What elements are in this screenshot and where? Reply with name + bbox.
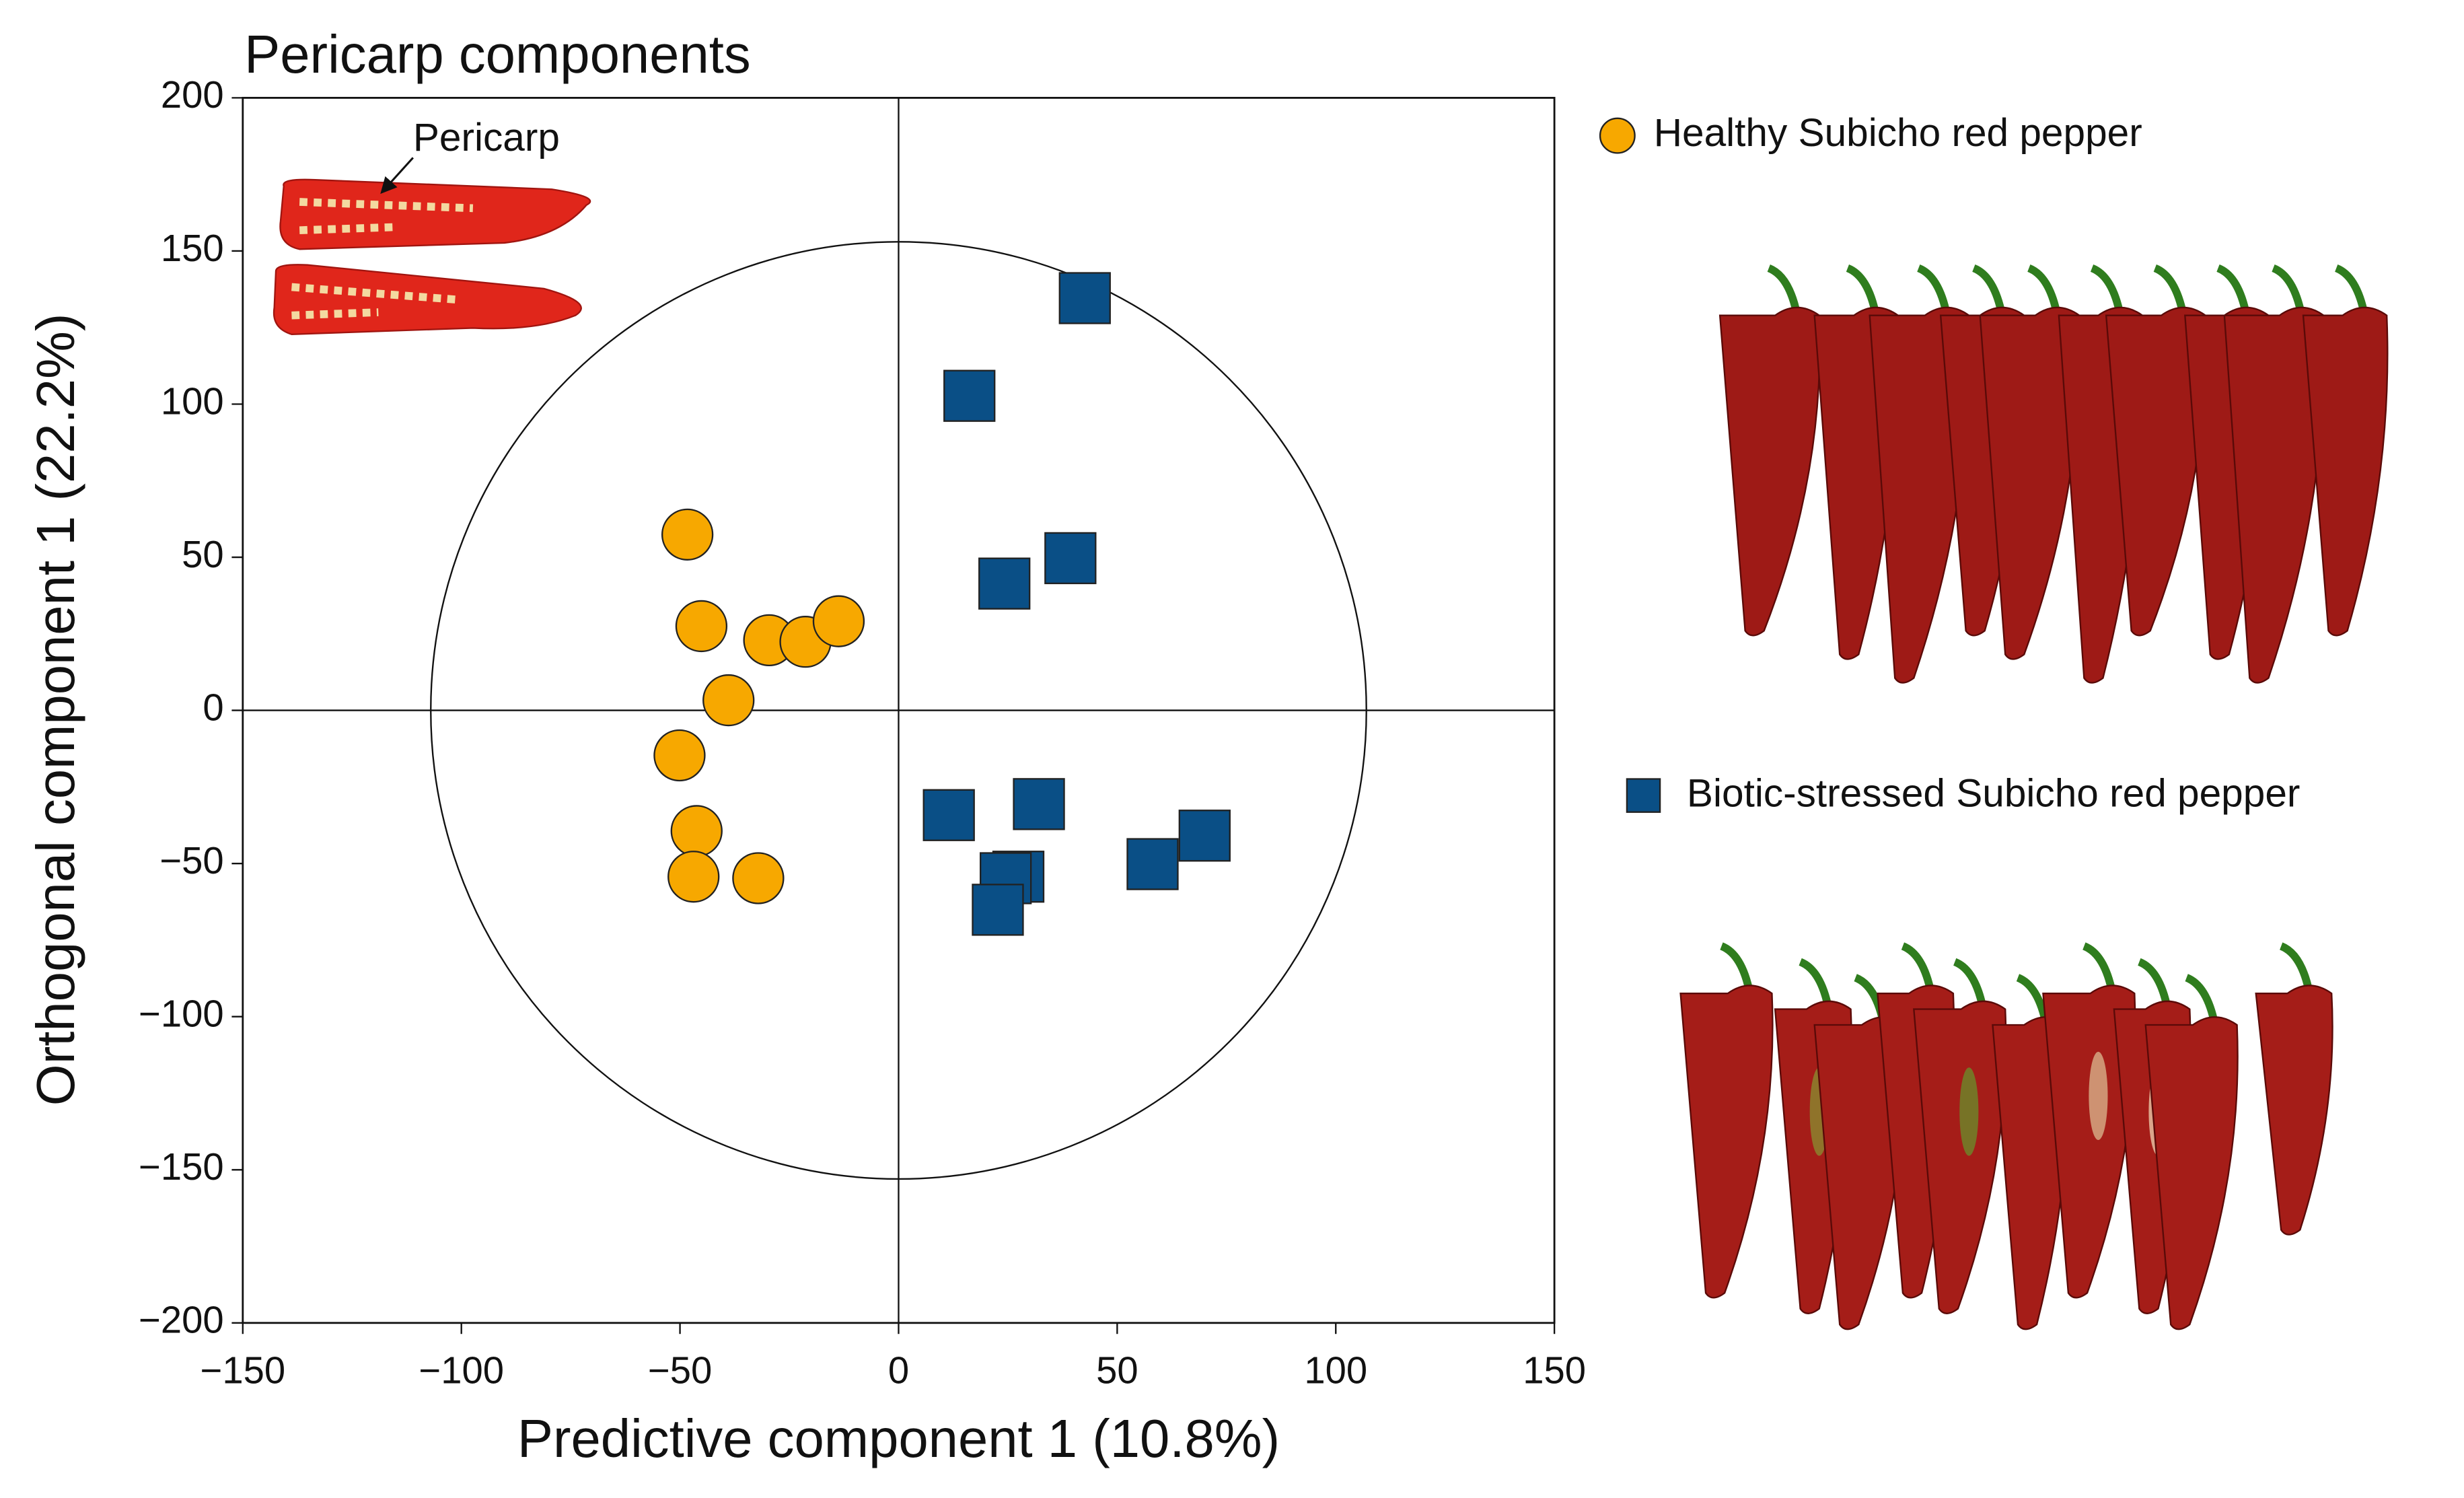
point — [978, 557, 1031, 610]
point — [922, 789, 975, 841]
pepper — [2255, 985, 2333, 1236]
y-tick-label: 0 — [203, 686, 223, 728]
y-tick-label: 100 — [161, 380, 224, 422]
annotation: Pericarp — [413, 116, 560, 159]
legend-label: Healthy Subicho red pepper — [1654, 111, 2142, 155]
x-tick-label: 0 — [888, 1349, 909, 1392]
x-tick-label: −150 — [200, 1349, 285, 1392]
point — [1044, 532, 1097, 585]
legend: Healthy Subicho red pepper Biotic-stress… — [1599, 111, 2300, 816]
x-tick-label: 100 — [1304, 1349, 1367, 1392]
y-tick-label: −50 — [159, 839, 223, 882]
point — [1126, 838, 1179, 890]
x-tick-label: 150 — [1523, 1349, 1586, 1392]
point — [675, 600, 728, 653]
y-tick-label: 50 — [182, 533, 224, 575]
pepper — [1679, 985, 1774, 1299]
y-axis-label: Orthogonal component 1 (22.2%) — [26, 314, 85, 1106]
y-tick-label: −100 — [139, 993, 224, 1035]
pepper-blemish — [1959, 1067, 1979, 1156]
pepper-blemish — [2089, 1051, 2108, 1141]
confidence-ellipse — [430, 241, 1367, 1180]
chart-title: Pericarp components — [244, 24, 751, 84]
y-tick-label: −150 — [139, 1145, 224, 1188]
point — [661, 508, 714, 561]
x-tick-label: −100 — [419, 1349, 504, 1392]
pepper — [2042, 985, 2136, 1299]
pepper-photos — [1679, 264, 2389, 1330]
pepper — [1913, 1000, 2007, 1314]
point — [972, 884, 1024, 936]
x-tick-label: −50 — [648, 1349, 712, 1392]
point — [732, 852, 785, 904]
point — [943, 369, 996, 422]
point — [1058, 272, 1111, 324]
point — [1013, 778, 1065, 830]
point — [812, 595, 865, 647]
pepper — [2144, 1016, 2239, 1330]
y-tick-label: 150 — [161, 227, 224, 269]
x-axis-label: Predictive component 1 (10.8%) — [517, 1408, 1280, 1468]
legend-label: Biotic-stressed Subicho red pepper — [1687, 772, 2300, 816]
point — [653, 729, 706, 782]
pepper — [1718, 306, 1821, 637]
x-tick-label: 50 — [1096, 1349, 1138, 1392]
point — [670, 805, 723, 857]
point — [667, 851, 720, 903]
pericarp-inset — [273, 157, 591, 335]
y-tick-label: −200 — [139, 1299, 224, 1341]
legend-marker — [1626, 778, 1661, 813]
pepper — [2302, 306, 2389, 637]
point — [1178, 810, 1231, 862]
point — [702, 674, 755, 727]
y-tick-label: 200 — [161, 73, 224, 116]
legend-marker — [1599, 117, 1636, 154]
